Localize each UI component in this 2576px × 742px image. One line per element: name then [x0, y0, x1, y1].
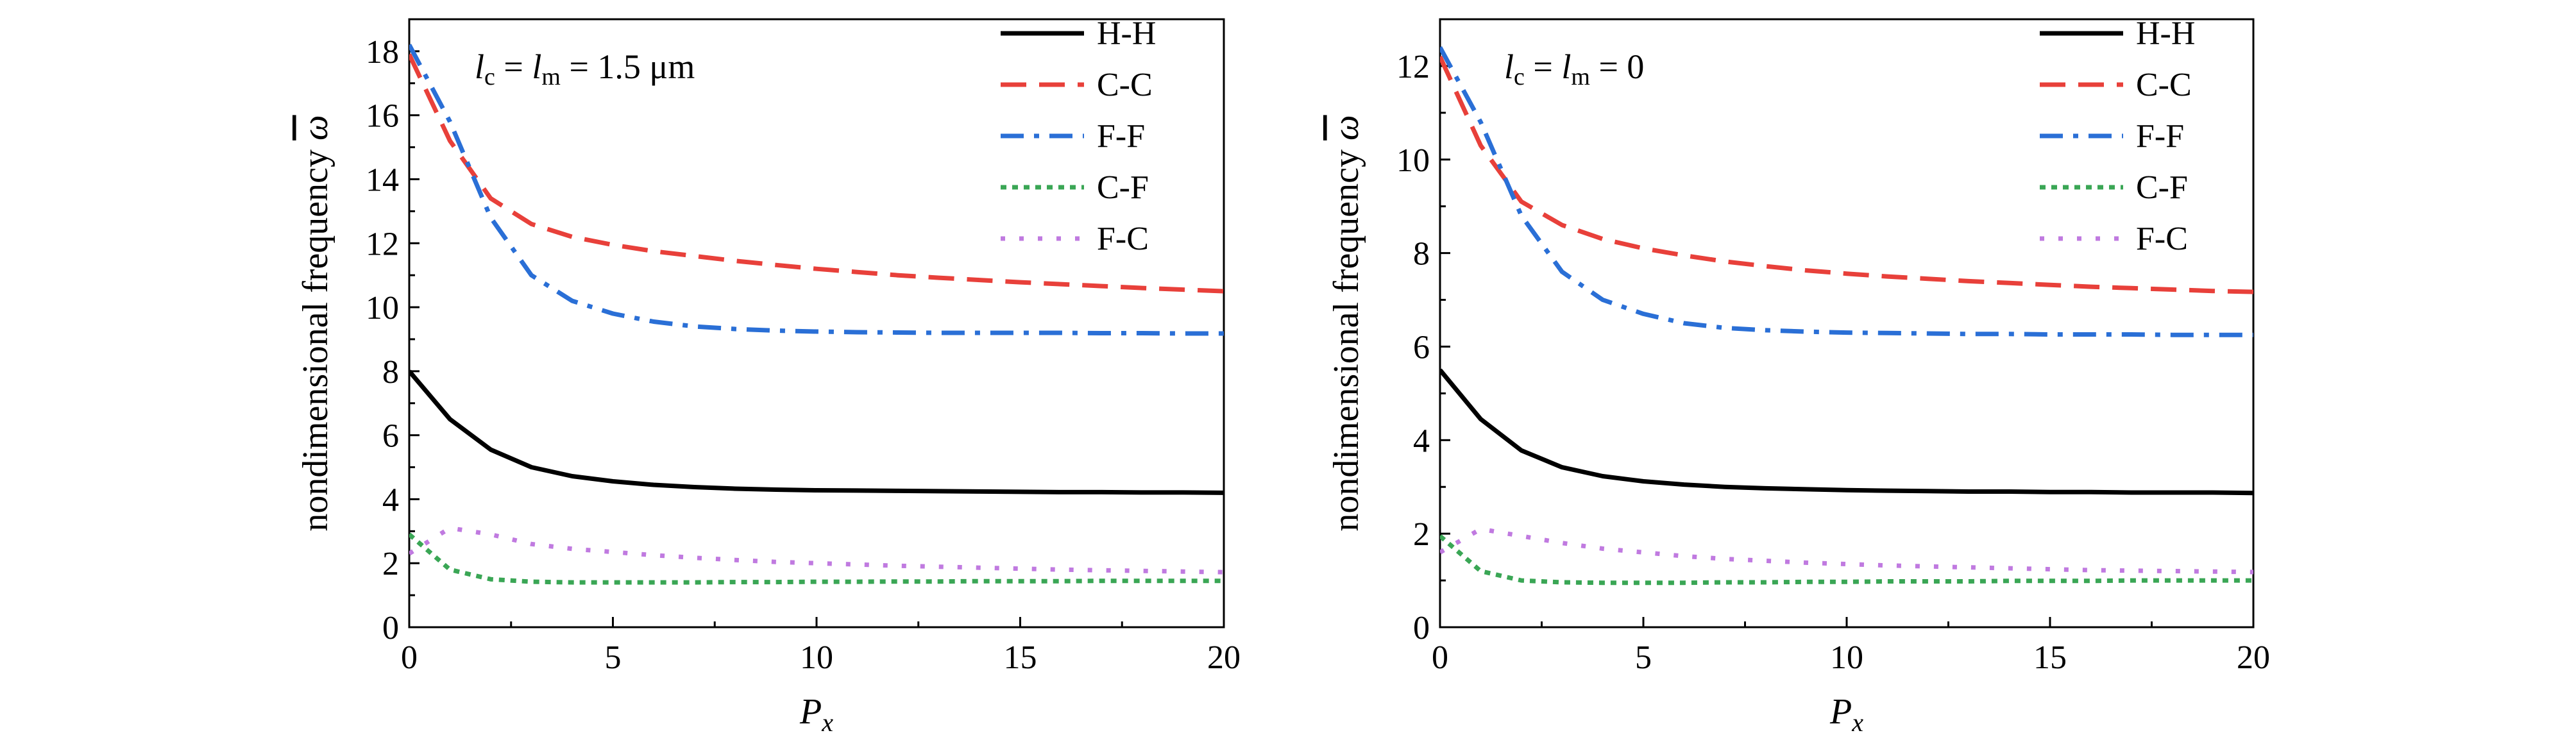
legend-label-c-c: C-C: [1097, 67, 1153, 103]
y-tick-label: 16: [366, 98, 399, 135]
series-line-h-h: [409, 369, 1224, 495]
series-line-f-c: [1440, 527, 2253, 575]
series-line-c-f: [1440, 534, 2253, 586]
y-tick-label: 10: [366, 290, 399, 326]
legend-label-h-h: H-H: [1097, 15, 1156, 52]
y-tick-label: 6: [1413, 329, 1430, 366]
y-tick-label: 10: [1396, 142, 1430, 179]
y-tick-label: 2: [1413, 516, 1430, 553]
series-line-h-h: [1440, 368, 2253, 496]
y-tick-label: 0: [1413, 610, 1430, 646]
y-tick-label: 4: [1413, 423, 1430, 459]
legend-label-c-f: C-F: [1097, 169, 1149, 206]
x-tick-label: 0: [1432, 639, 1448, 676]
legend-label-c-f: C-F: [2136, 169, 2188, 206]
x-axis-label: Px: [1829, 692, 1863, 737]
legend-label-c-c: C-C: [2136, 67, 2192, 103]
x-tick-label: 20: [1207, 639, 1241, 676]
y-axis-label: nondimensional frequency ω: [1326, 115, 1366, 531]
y-tick-label: 18: [366, 34, 399, 71]
series-line-f-f: [1440, 46, 2253, 337]
plot-frame: [408, 18, 1225, 628]
plot-frame: [1439, 18, 2255, 628]
y-tick-label: 2: [382, 546, 399, 582]
x-tick-label: 10: [1830, 639, 1863, 676]
series-line-c-c: [409, 53, 1224, 294]
chart-panel-1: 0 5 10 15 20 0 2 4 6 8 10 12 14 16 18 Px nondimensional …: [296, 15, 1241, 737]
x-tick-label: 5: [605, 639, 622, 676]
y-tick-label: 8: [382, 354, 399, 391]
legend-label-f-c: F-C: [2136, 221, 2188, 257]
legend-label-f-f: F-F: [1097, 118, 1145, 155]
x-tick-label: 5: [1635, 639, 1652, 676]
series-line-f-c: [409, 525, 1224, 575]
y-tick-label: 8: [1413, 236, 1430, 273]
y-axis-label: nondimensional frequency ω: [296, 115, 335, 531]
parameter-annotation: lc = lm = 0: [1504, 47, 1644, 90]
series-line-f-f: [409, 44, 1224, 336]
x-tick-label: 10: [800, 639, 833, 676]
y-tick-label: 0: [382, 610, 399, 646]
chart-panel-2: 0 5 10 15 20 0 2 4 6 8 10 12 Px nondimensional freque…: [1326, 15, 2270, 737]
x-tick-label: 0: [401, 639, 418, 676]
x-axis-label: Px: [799, 692, 833, 737]
series-line-c-c: [1440, 55, 2253, 294]
y-tick-label: 6: [382, 418, 399, 455]
parameter-annotation: lc = lm = 1.5 μm: [475, 47, 695, 90]
legend-label-h-h: H-H: [2136, 15, 2195, 52]
x-tick-label: 15: [1004, 639, 1037, 676]
y-tick-label: 14: [366, 162, 399, 198]
y-tick-label: 12: [366, 226, 399, 262]
y-tick-label: 12: [1396, 49, 1430, 85]
series-line-c-f: [409, 532, 1224, 585]
legend-label-f-f: F-F: [2136, 118, 2184, 155]
legend-label-f-c: F-C: [1097, 221, 1149, 257]
x-tick-label: 15: [2033, 639, 2067, 676]
y-tick-label: 4: [382, 482, 399, 518]
x-tick-label: 20: [2237, 639, 2270, 676]
